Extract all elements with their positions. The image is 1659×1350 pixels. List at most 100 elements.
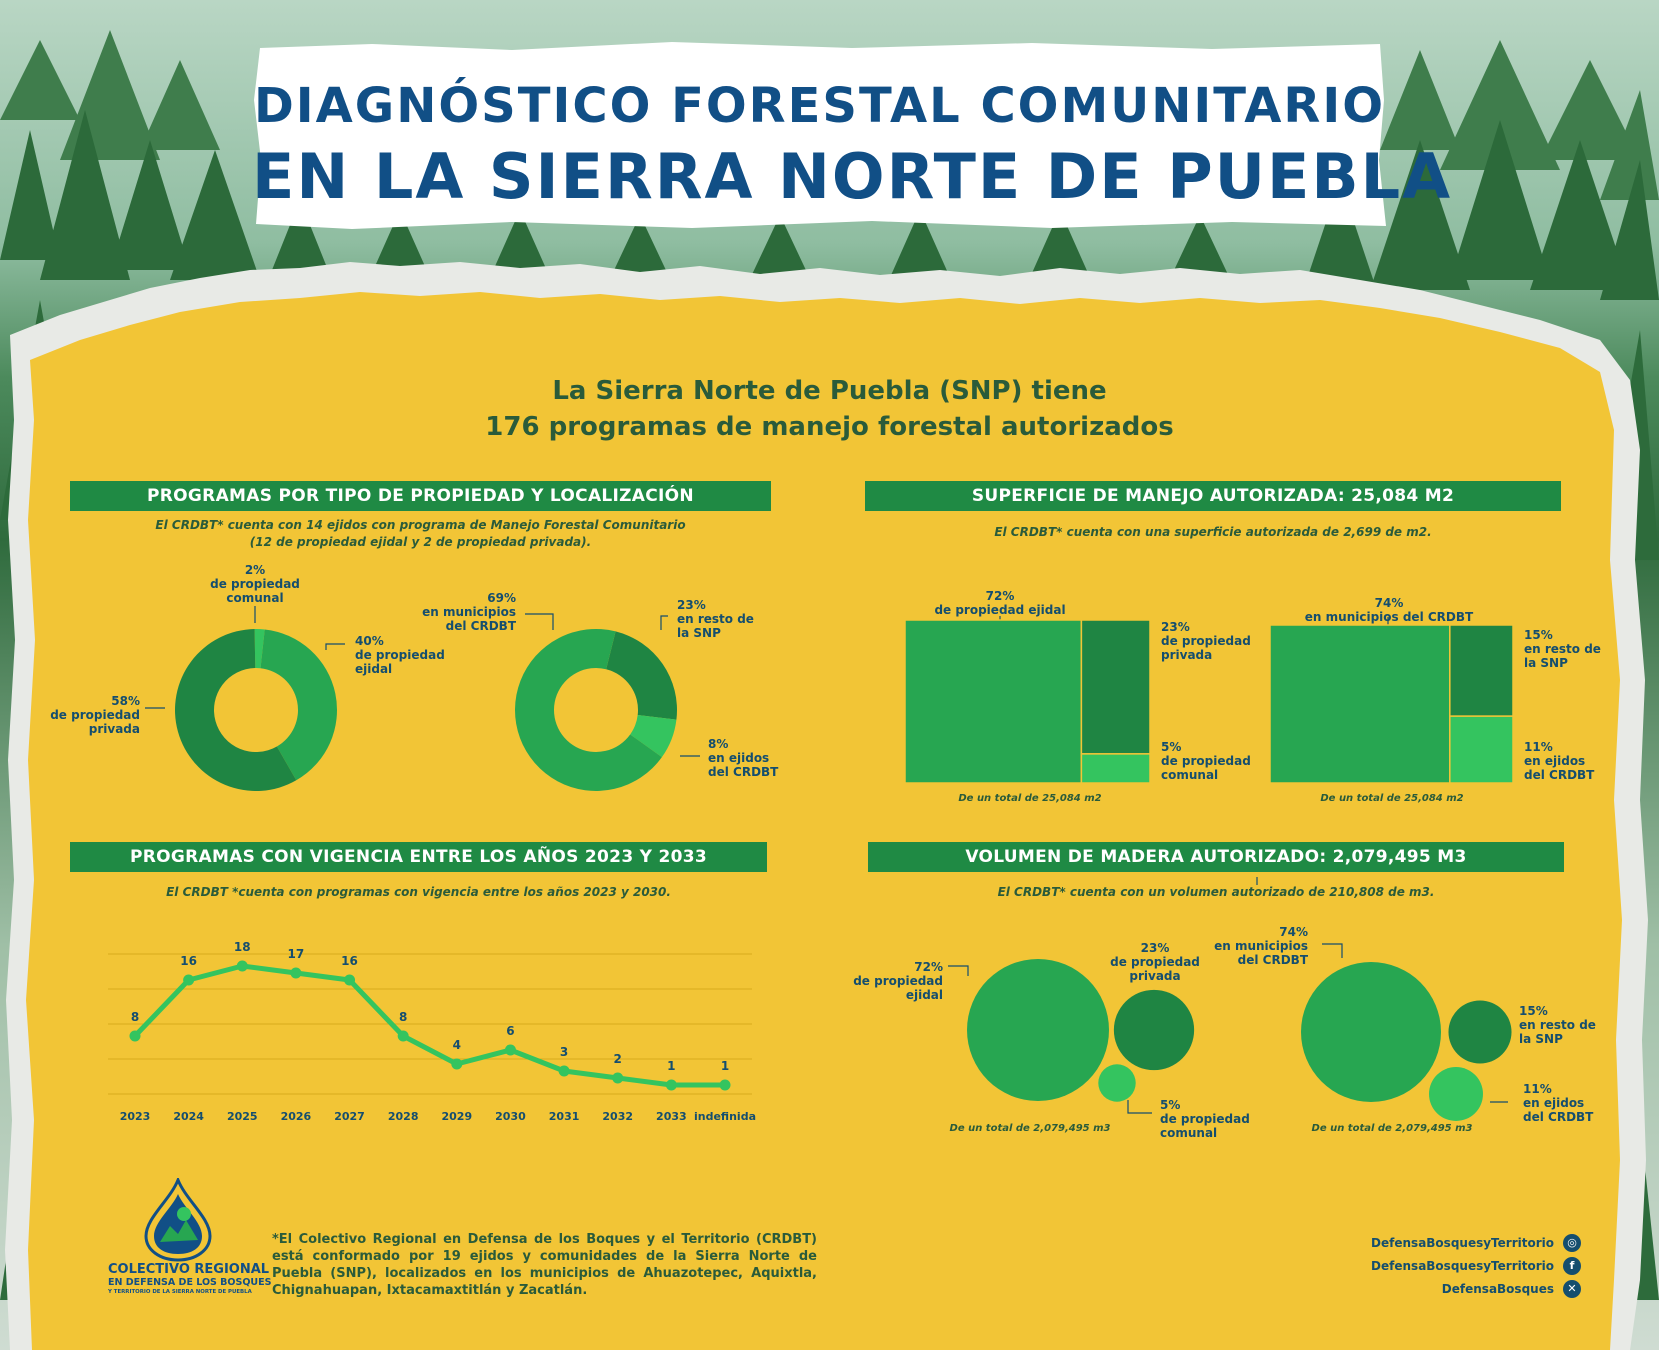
- bubble1-label-ejidal-desc: de propiedad ejidal: [853, 974, 943, 1002]
- tree1-label-comunal-desc: de propiedad comunal: [1161, 754, 1251, 782]
- instagram-icon[interactable]: ◎: [1563, 1234, 1581, 1252]
- logo-text-line2: EN DEFENSA DE LOS BOSQUES: [108, 1277, 272, 1288]
- donut1-slice-0: [254, 629, 265, 669]
- note-propiedad-2: (12 de propiedad ejidal y 2 de propiedad…: [249, 535, 592, 549]
- facebook-icon[interactable]: f: [1563, 1257, 1581, 1275]
- line-point-2033: [665, 1079, 677, 1091]
- intro-line-1: La Sierra Norte de Puebla (SNP) tiene: [552, 376, 1107, 406]
- x-tick-label: 2028: [387, 1110, 419, 1123]
- donut-propiedad: [175, 629, 338, 791]
- bubble1-bubble-1: [1113, 989, 1195, 1071]
- logo-text-line3: Y TERRITORIO DE LA SIERRA NORTE DE PUEBL…: [108, 1289, 252, 1295]
- tree2-label-resto-pct: 15%: [1524, 628, 1553, 642]
- line-point-2029: [451, 1058, 463, 1070]
- tree1-cell-1: [1080, 619, 1151, 755]
- line-value-label: 18: [233, 940, 251, 954]
- bubble1-bubble-2: [1098, 1064, 1136, 1102]
- tree1-label-comunal-pct: 5%: [1161, 740, 1182, 754]
- tree1-cell-0: [904, 619, 1083, 784]
- line-point-2025: [236, 960, 248, 972]
- line-value-label: 3: [559, 1045, 569, 1059]
- donut2-label-resto-pct: 23%: [677, 598, 706, 612]
- line-value-label: 17: [287, 947, 305, 961]
- logo-drop-icon: [144, 1178, 212, 1262]
- bubble1-bubble-0: [967, 959, 1109, 1101]
- x-tick-label: 2033: [656, 1110, 687, 1123]
- line-series: [133, 963, 725, 1088]
- x-tick-label: 2023: [119, 1110, 151, 1123]
- bubble2-bubble-2: [1429, 1067, 1483, 1121]
- note-vigencia: El CRDBT *cuenta con programas con vigen…: [166, 885, 671, 899]
- tree2-label-ejidos-desc: en ejidos del CRDBT: [1524, 754, 1595, 782]
- tree2-label-ejidos-pct: 11%: [1524, 740, 1553, 754]
- line-value-label: 1: [667, 1059, 676, 1073]
- social-instagram-handle[interactable]: DefensaBosquesyTerritorio: [1371, 1236, 1554, 1250]
- line-value-label: 2: [613, 1052, 622, 1066]
- social-facebook-handle[interactable]: DefensaBosquesyTerritorio: [1371, 1259, 1554, 1273]
- note-volumen: El CRDBT* cuenta con un volumen autoriza…: [997, 885, 1435, 899]
- tree1-total-note: De un total de 25,084 m2: [958, 793, 1102, 804]
- bubble1-total-note: De un total de 2,079,495 m3: [949, 1123, 1111, 1134]
- x-tick-label: 2026: [280, 1110, 312, 1123]
- bubbles-localizacion: [1301, 962, 1512, 1121]
- donut2-slice-0: [606, 631, 677, 720]
- treemap-localizacion: [1269, 624, 1514, 784]
- bubble1-label-privada-desc: de propiedad privada: [1110, 955, 1200, 983]
- donut2-label-municipios-pct: 69%: [487, 591, 516, 605]
- tree1-label-privada-desc: de propiedad privada: [1161, 634, 1251, 662]
- donut2-label-resto-desc: en resto de la SNP: [677, 612, 754, 640]
- line-point-2032: [612, 1072, 624, 1084]
- x-tick-label: 2031: [548, 1110, 580, 1123]
- bubble2-label-resto-pct: 15%: [1519, 1004, 1548, 1018]
- line-value-label: 1: [720, 1059, 730, 1073]
- donut1-label-ejidal-pct: 40%: [355, 634, 384, 648]
- tree2-label-resto-desc: en resto de la SNP: [1524, 642, 1601, 670]
- bubble2-label-municipios-desc: en municipios del CRDBT: [1214, 939, 1308, 967]
- x-twitter-icon[interactable]: ✕: [1563, 1280, 1581, 1298]
- tree1-label-ejidal-desc: de propiedad ejidal: [934, 603, 1066, 617]
- line-point-2026: [290, 967, 302, 979]
- donut2-slice-1: [630, 714, 677, 758]
- tree2-label-municipios-pct: 74%: [1374, 596, 1404, 610]
- title-line-1: DIAGNÓSTICO FORESTAL COMUNITARIO: [253, 78, 1386, 134]
- bubbles-propiedad: [967, 959, 1195, 1102]
- note-superficie: El CRDBT* cuenta con una superficie auto…: [994, 525, 1432, 539]
- bubble2-total-note: De un total de 2,079,495 m3: [1311, 1123, 1473, 1134]
- donut2-slice-2: [515, 629, 662, 791]
- line-value-label: 8: [130, 1010, 140, 1024]
- donut1-label-comunal-desc: de propiedad comunal: [210, 577, 300, 605]
- x-tick-label: 2030: [495, 1110, 526, 1123]
- social-x-handle[interactable]: DefensaBosques: [1441, 1282, 1554, 1296]
- bubble2-bubble-0: [1301, 962, 1441, 1102]
- line-point-indefinida: [719, 1079, 731, 1091]
- bubble1-label-ejidal-pct: 72%: [914, 960, 943, 974]
- treemap-propiedad: [904, 619, 1151, 784]
- line-point-2028: [397, 1030, 409, 1042]
- line-point-2030: [504, 1044, 516, 1056]
- x-tick-label: 2024: [173, 1110, 204, 1123]
- donut1-slice-2: [175, 629, 297, 791]
- donut1-label-privada-pct: 58%: [111, 694, 140, 708]
- logo-text-line1: COLECTIVO REGIONAL: [108, 1262, 270, 1277]
- bubble2-label-resto-desc: en resto de la SNP: [1519, 1018, 1596, 1046]
- donut1-label-ejidal-desc: de propiedad ejidal: [355, 648, 445, 676]
- tree2-cell-0: [1269, 624, 1451, 784]
- line-value-label: 16: [341, 954, 358, 968]
- line-value-label: 4: [452, 1038, 461, 1052]
- tree2-cell-1: [1449, 624, 1514, 717]
- tree2-cell-2: [1449, 715, 1514, 784]
- donut2-label-municipios-desc: en municipios del CRDBT: [422, 605, 516, 633]
- line-point-2027: [344, 974, 356, 986]
- tree1-label-ejidal-pct: 72%: [985, 589, 1015, 603]
- donut2-label-ejidos-pct: 8%: [708, 737, 729, 751]
- bubble2-label-ejidos-desc: en ejidos del CRDBT: [1523, 1096, 1594, 1124]
- x-tick-label: 2027: [334, 1110, 365, 1123]
- donut1-label-comunal-pct: 2%: [244, 563, 266, 577]
- line-value-label: 8: [398, 1010, 408, 1024]
- banner-volumen: VOLUMEN DE MADERA AUTORIZADO: 2,079,495 …: [868, 842, 1564, 872]
- x-tick-label: 2029: [441, 1110, 473, 1123]
- line-chart-vigencia: [108, 953, 752, 1095]
- bubble1-label-comunal-pct: 5%: [1160, 1098, 1181, 1112]
